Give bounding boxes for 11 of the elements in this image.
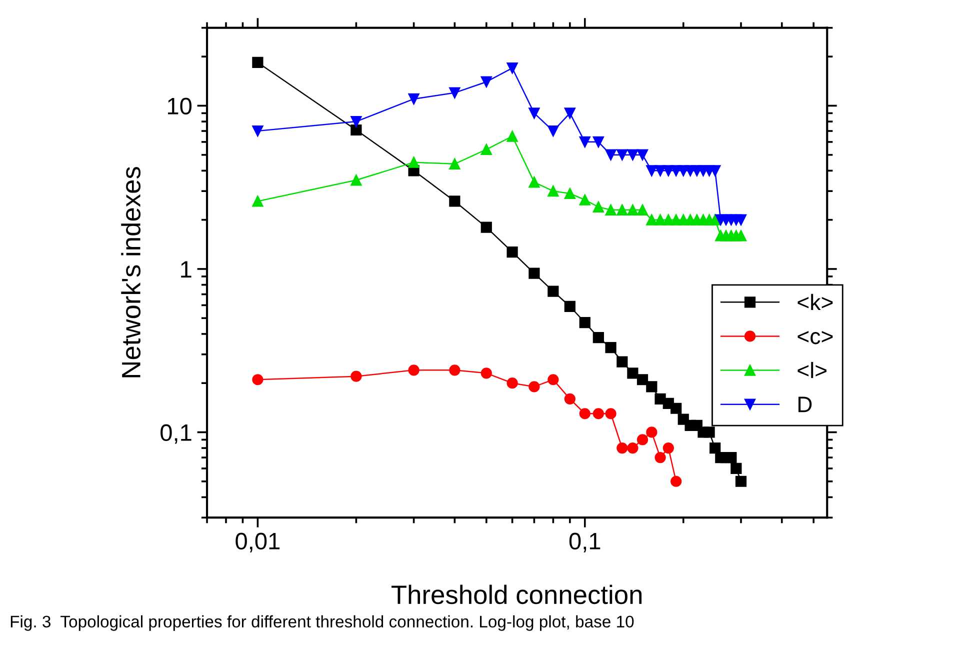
legend-label: <k> [798, 294, 833, 310]
x-axis-title: Threshold connection [392, 584, 642, 604]
caption: Fig. 3 Topological properties for different threshold connection. Log-log plot, base 10 [10, 615, 634, 631]
y-tick-label: 10 [168, 98, 192, 115]
y-tick-label: 0,1 [160, 424, 192, 444]
x-tick-label: 0,01 [236, 532, 280, 552]
legend-label: <l> [798, 362, 826, 378]
legend-label: <c> [798, 331, 833, 344]
y-tick-label: 1 [181, 261, 192, 278]
y-axis-title: Network's indexes [121, 167, 141, 378]
legend-label: D [798, 396, 812, 412]
